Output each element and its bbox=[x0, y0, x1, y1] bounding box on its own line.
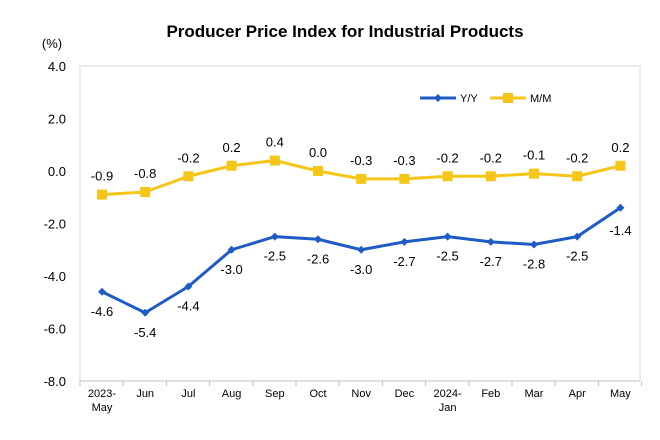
mm-point bbox=[442, 171, 453, 182]
x-tick-label: May bbox=[610, 388, 631, 400]
mm-point bbox=[140, 187, 151, 197]
plot-frame bbox=[79, 65, 641, 382]
yy-data-label: -2.5 bbox=[566, 249, 588, 264]
x-tick-label: Dec bbox=[395, 388, 415, 400]
legend-label-mm: M/M bbox=[530, 93, 551, 105]
mm-point bbox=[313, 166, 323, 176]
x-tick-label: Jun bbox=[136, 388, 154, 400]
y-tick-label: -8.0 bbox=[44, 374, 66, 389]
yy-data-label: -1.4 bbox=[609, 223, 631, 238]
yy-data-label: -4.4 bbox=[177, 299, 199, 314]
mm-data-label: 0.4 bbox=[266, 135, 284, 150]
yy-data-label: -2.6 bbox=[307, 251, 329, 266]
yy-point bbox=[357, 245, 366, 254]
yy-data-label: -4.6 bbox=[91, 304, 113, 319]
y-tick-label: 2.0 bbox=[48, 112, 66, 127]
mm-point bbox=[226, 160, 237, 171]
y-tick-label: 0.0 bbox=[48, 164, 66, 179]
legend-label-yy: Y/Y bbox=[460, 93, 478, 105]
mm-data-label: 0.2 bbox=[611, 140, 629, 155]
mm-data-label: -0.1 bbox=[523, 148, 545, 163]
mm-point bbox=[97, 189, 107, 200]
data-labels-layer: -4.6 -5.4 -4.4 -3.0 -2.5 -2.6 -3.0 -2.7 -2.5 -2.7… bbox=[91, 135, 632, 340]
mm-point bbox=[485, 171, 496, 182]
mm-point bbox=[615, 160, 626, 171]
yy-data-label: -5.4 bbox=[134, 325, 156, 340]
mm-data-label: -0.8 bbox=[134, 166, 156, 181]
yy-data-label: -2.8 bbox=[523, 257, 545, 272]
mm-point bbox=[572, 171, 583, 182]
yy-data-label: -3.0 bbox=[350, 262, 372, 277]
y-axis-unit-label: (%) bbox=[42, 36, 62, 51]
series-layer bbox=[97, 155, 626, 317]
yy-point bbox=[314, 235, 322, 244]
x-tick-label: Feb bbox=[481, 388, 500, 400]
mm-data-label: 0.2 bbox=[223, 140, 241, 155]
mm-data-label: -0.3 bbox=[350, 153, 372, 168]
yy-point bbox=[530, 240, 538, 249]
yy-point bbox=[616, 203, 625, 212]
mm-data-label: -0.3 bbox=[393, 153, 415, 168]
yy-data-label: -2.5 bbox=[436, 249, 458, 264]
mm-point bbox=[529, 168, 539, 179]
yy-point bbox=[184, 282, 193, 291]
mm-data-label: 0.0 bbox=[309, 145, 327, 160]
yy-point bbox=[227, 245, 236, 254]
y-tick-label: 4.0 bbox=[48, 59, 66, 74]
axes: 4.0 2.0 0.0 -2.0 -4.0 -6.0 -8.0 2023-May Jun Jul A… bbox=[44, 59, 643, 414]
legend-marker-yy bbox=[434, 94, 442, 102]
x-tick-label: Nov bbox=[351, 388, 371, 400]
x-tick-label: Sep bbox=[265, 388, 285, 400]
yy-data-label: -2.7 bbox=[393, 254, 415, 269]
yy-point bbox=[98, 287, 106, 296]
chart-title: Producer Price Index for Industrial Prod… bbox=[166, 22, 523, 41]
x-tick-label: Mar bbox=[525, 388, 544, 400]
yy-point bbox=[443, 232, 452, 241]
yy-data-label: -2.5 bbox=[264, 249, 286, 264]
mm-data-label: -0.2 bbox=[480, 150, 502, 165]
x-tick-label: Oct bbox=[309, 388, 326, 400]
legend-marker-mm bbox=[503, 93, 513, 103]
yy-point bbox=[486, 237, 495, 246]
mm-point bbox=[269, 155, 280, 166]
yy-point bbox=[400, 237, 409, 246]
y-tick-label: -2.0 bbox=[44, 217, 66, 232]
mm-data-label: -0.9 bbox=[91, 169, 113, 184]
x-tick-label: Aug bbox=[222, 388, 242, 400]
y-tick-label: -6.0 bbox=[44, 322, 66, 337]
yy-data-label: -3.0 bbox=[220, 262, 242, 277]
x-tick-label: Jul bbox=[181, 388, 195, 400]
mm-point bbox=[399, 173, 410, 184]
mm-point bbox=[356, 173, 367, 184]
yy-point bbox=[141, 308, 150, 317]
yy-data-label: -2.7 bbox=[480, 254, 502, 269]
yy-point bbox=[270, 232, 279, 241]
legend: Y/Y M/M bbox=[420, 93, 551, 105]
x-tick-label: Apr bbox=[569, 388, 586, 400]
mm-data-label: -0.2 bbox=[177, 150, 199, 165]
x-tick-label: 2023-May bbox=[88, 388, 116, 414]
mm-data-label: -0.2 bbox=[566, 150, 588, 165]
mm-data-label: -0.2 bbox=[436, 150, 458, 165]
x-tick-label: 2024-Jan bbox=[434, 388, 462, 414]
mm-point bbox=[183, 171, 194, 182]
y-tick-label: -4.0 bbox=[44, 269, 66, 284]
yy-point bbox=[573, 232, 582, 241]
